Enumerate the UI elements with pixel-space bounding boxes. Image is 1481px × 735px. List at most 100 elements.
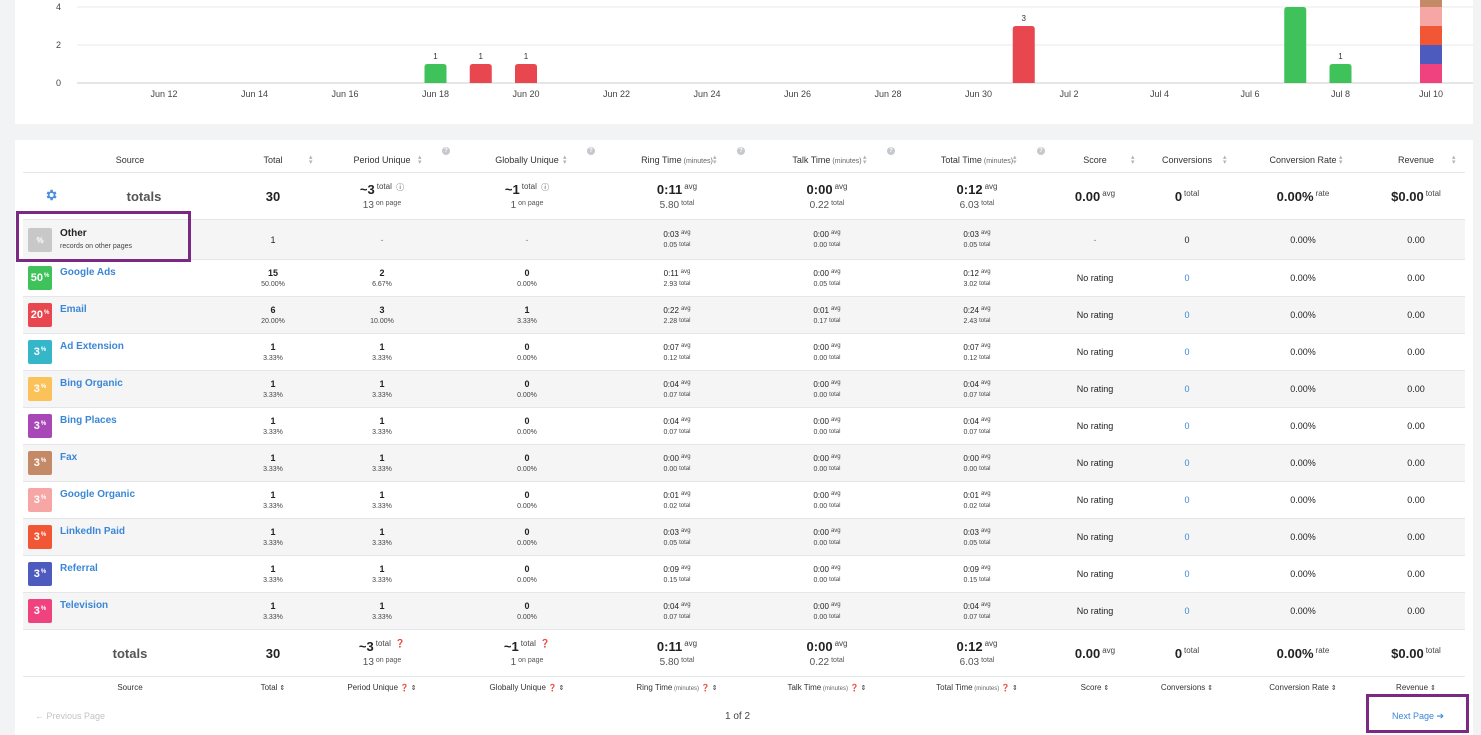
totals-total-value: 30 [265,188,281,204]
sort-icon[interactable]: ⇕ [711,685,718,692]
help-icon[interactable]: ? [1037,147,1045,155]
source-link[interactable]: Bing Places [60,415,117,426]
source-link[interactable]: Referral [60,563,98,574]
source-link[interactable]: LinkedIn Paid [60,526,126,537]
footer-header-ring-time[interactable]: Ring Time (minutes) ❓ ⇕ [636,683,718,692]
totals-score-value: 0.00 avg [1074,188,1116,204]
gear-icon[interactable] [44,188,58,207]
help-icon[interactable]: ❓ [537,638,551,648]
row-talk: 0:00 avg 0.00 total [777,482,877,518]
footer-header-source[interactable]: Source [117,683,143,692]
sort-icon[interactable]: ▴ ▾ [309,154,313,166]
row-total-value: 1 [270,564,276,574]
header-period-unique[interactable]: Period Unique [353,155,411,165]
sort-icon[interactable]: ▴ ▾ [1223,154,1227,166]
footer-header-talk-time[interactable]: Talk Time (minutes) ❓ ⇕ [787,683,867,692]
sort-icon[interactable]: ▴ ▾ [713,154,717,166]
footer-header-globally-unique[interactable]: Globally Unique ❓ ⇕ [489,683,565,692]
row-ring: 0:04 avg 0.07 total [627,371,727,407]
header-total-time[interactable]: Total Time (minutes) [940,155,1014,165]
help-icon[interactable]: ? [587,147,595,155]
header-talk-time[interactable]: Talk Time (minutes) [792,155,862,165]
help-icon[interactable]: ⓘ [393,182,405,192]
header-source[interactable]: Source [115,155,145,165]
sort-icon[interactable]: ⇕ [279,685,286,692]
sort-icon[interactable]: ⇕ [410,685,417,692]
help-icon[interactable]: ❓ [400,685,409,692]
source-link[interactable]: Email [60,304,87,315]
sort-icon[interactable]: ▴ ▾ [563,154,567,166]
conversions-link[interactable]: 0 [1184,458,1190,468]
next-page-button[interactable]: Next Page ➔ [1392,711,1445,721]
row-pu-value: 3 [379,305,385,315]
conversions-link[interactable]: 0 [1184,421,1190,431]
footer-header-conversion-rate[interactable]: Conversion Rate ⇕ [1269,683,1337,692]
header-total[interactable]: Total [263,155,283,165]
row-revenue-value: 0.00 [1407,421,1425,431]
row-gu-value: 0 [524,453,530,463]
footer-header-total[interactable]: Total ⇕ [260,683,286,692]
help-icon[interactable]: ❓ [547,685,557,692]
header-conversion-rate[interactable]: Conversion Rate [1269,155,1337,165]
header-revenue[interactable]: Revenue [1397,155,1435,165]
sort-icon[interactable]: ▴ ▾ [1131,154,1135,166]
sort-icon[interactable]: ⇕ [1011,685,1018,692]
help-icon[interactable]: ? [737,147,745,155]
help-icon[interactable]: ❓ [849,685,859,692]
sort-icon[interactable]: ▴ ▾ [863,154,867,166]
row-score-value: No rating [1076,347,1114,357]
source-link[interactable]: Google Organic [60,489,136,500]
row-time-avg: 0:07 avg [963,342,991,352]
sort-icon[interactable]: ▴ ▾ [418,154,422,166]
sort-icon[interactable]: ⇕ [860,685,867,692]
sort-icon[interactable]: ⇕ [1330,685,1337,692]
conversions-link[interactable]: 0 [1184,569,1190,579]
source-link[interactable]: Fax [60,452,78,463]
help-icon[interactable]: ⓘ [538,182,550,192]
previous-page-button[interactable]: ← Previous Page [35,711,106,721]
header-ring-time[interactable]: Ring Time (minutes) [641,155,713,165]
help-icon[interactable]: ? [442,147,450,155]
help-icon[interactable]: ? [887,147,895,155]
footer-header-conversions[interactable]: Conversions ⇕ [1160,683,1214,692]
row-time: 0:04 avg 0.07 total [927,593,1027,629]
sort-icon[interactable]: ▴ ▾ [1339,154,1343,166]
row-ring-total: 0.15 total [663,576,691,584]
conversions-link[interactable]: 0 [1184,384,1190,394]
source-link[interactable]: Television [60,600,109,611]
help-icon[interactable]: ❓ [701,685,710,692]
sort-icon[interactable]: ⇕ [558,685,565,692]
footer-header-total-time[interactable]: Total Time (minutes) ❓ ⇕ [936,683,1018,692]
source-link[interactable]: Ad Extension [60,341,124,352]
row-ring: 0:11 avg 2.93 total [627,260,727,296]
header-score[interactable]: Score [1083,155,1107,165]
percent-badge: 3% [28,377,52,401]
sort-icon[interactable]: ▴ ▾ [1452,154,1456,166]
conversions-link[interactable]: 0 [1184,495,1190,505]
conversions-link[interactable]: 0 [1184,532,1190,542]
conversions-link[interactable]: 0 [1184,347,1190,357]
bar-data-label: 1 [479,52,484,61]
help-icon[interactable]: ❓ [392,638,406,648]
totals-period-unique-value: ~3 total ❓ [358,638,406,654]
conversions-link[interactable]: 0 [1184,310,1190,320]
row-revenue-value: 0.00 [1407,532,1425,542]
source-link[interactable]: Google Ads [60,267,116,278]
footer-header-score[interactable]: Score ⇕ [1080,683,1110,692]
footer-header-period-unique[interactable]: Period Unique ❓ ⇕ [347,683,417,692]
sort-icon[interactable]: ▴ ▾ [1013,154,1017,166]
y-tick-label: 4 [56,2,61,12]
row-talk: 0:00 avg 0.00 total [777,371,877,407]
footer-header-revenue[interactable]: Revenue ⇕ [1396,683,1436,692]
header-conversions[interactable]: Conversions [1161,155,1213,165]
source-link[interactable]: Bing Organic [60,378,123,389]
sort-icon[interactable]: ⇕ [1207,685,1214,692]
sort-icon[interactable]: ⇕ [1103,685,1110,692]
totals-talk-total: 0.22 total [809,199,845,211]
conversions-link[interactable]: 0 [1184,273,1190,283]
header-globally-unique[interactable]: Globally Unique [495,155,559,165]
help-icon[interactable]: ❓ [1001,685,1010,692]
conversions-link[interactable]: 0 [1184,606,1190,616]
row-revenue-value: 0.00 [1407,384,1425,394]
sort-icon[interactable]: ⇕ [1430,685,1436,692]
